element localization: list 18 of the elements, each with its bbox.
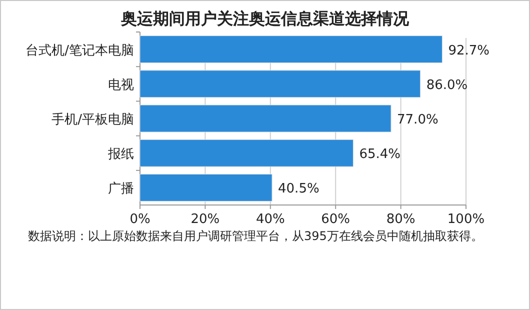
data-label: 77.0% <box>397 112 438 128</box>
data-label: 86.0% <box>426 78 468 93</box>
x-tick-label: 40% <box>256 212 285 227</box>
y-tick-label: 手机/平板电脑 <box>52 112 134 128</box>
y-tick-label: 台式机/笔记本电脑 <box>26 43 134 58</box>
x-tick-label: 20% <box>190 212 220 227</box>
y-tick-label: 报纸 <box>107 147 134 162</box>
y-tick-label: 电视 <box>108 78 134 93</box>
text: 数据说明：以上原始数据来自用户调研管理平台，从395万在线会员中随机抽取获得。 <box>28 228 484 245</box>
y-tick-label: 广播 <box>108 182 134 197</box>
x-tick-label: 60% <box>321 212 350 227</box>
x-tick-label: 100% <box>447 212 485 227</box>
chart-title: 奥运期间用户关注奥运信息渠道选择情况 <box>120 9 410 28</box>
x-tick-label: 0% <box>130 212 150 227</box>
data-label: 65.4% <box>359 147 401 162</box>
data-label: 40.5% <box>278 182 320 197</box>
x-tick-label: 80% <box>386 212 416 227</box>
data-label: 92.7% <box>448 43 490 58</box>
